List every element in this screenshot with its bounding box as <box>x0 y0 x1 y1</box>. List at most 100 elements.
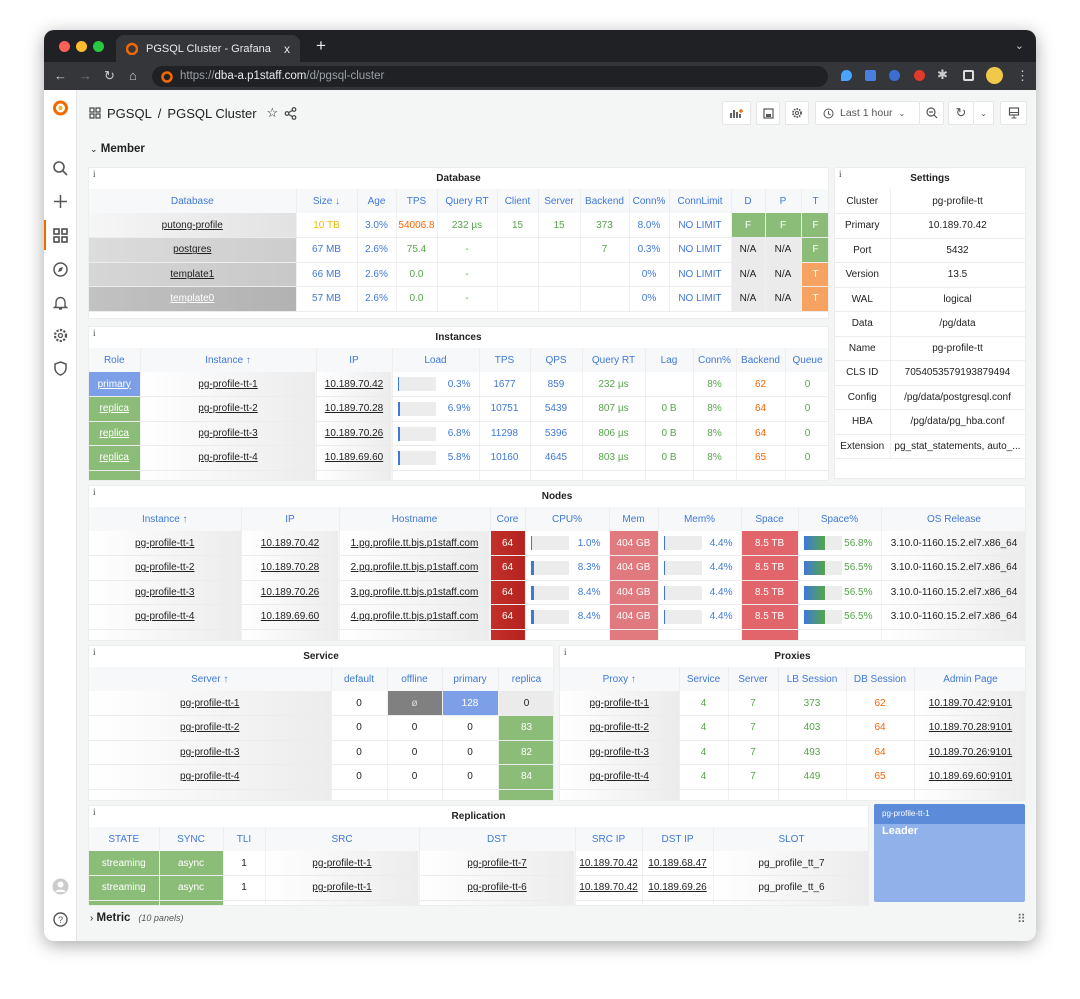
column-header[interactable]: offline <box>387 667 443 691</box>
column-header[interactable]: Age <box>357 189 397 213</box>
alerting-bell-icon[interactable] <box>52 294 69 311</box>
column-header[interactable]: TLI <box>223 827 266 851</box>
table-cell[interactable]: 2.pg.profile.tt.bjs.p1staff.com <box>339 555 491 581</box>
table-cell[interactable]: template1 <box>89 262 297 287</box>
user-avatar-icon[interactable] <box>52 878 69 895</box>
explore-compass-icon[interactable] <box>52 261 69 278</box>
cell-link[interactable]: pg-profile-tt-3 <box>198 427 258 439</box>
reload-icon[interactable]: ↻ <box>104 68 115 83</box>
table-cell[interactable]: pg-profile-tt-4 <box>89 764 332 790</box>
column-header[interactable]: primary <box>442 667 499 691</box>
cell-link[interactable]: pg-profile-tt-1 <box>312 857 372 869</box>
column-header[interactable]: DST IP <box>642 827 714 851</box>
column-header[interactable]: Space <box>741 507 799 531</box>
cell-link[interactable]: 4.pg.profile.tt.bjs.p1staff.com <box>350 611 479 623</box>
table-cell[interactable]: 10.189.70.26 <box>316 421 393 446</box>
table-cell[interactable]: replica <box>89 396 141 422</box>
cell-link[interactable]: putong-profile <box>161 219 223 231</box>
translate-extension-icon[interactable] <box>865 70 876 81</box>
column-header[interactable]: Server ↑ <box>89 667 332 691</box>
column-header[interactable]: DST <box>419 827 576 851</box>
column-header[interactable]: LB Session <box>778 667 847 691</box>
time-range-picker[interactable]: Last 1 hour ⌄ <box>815 101 920 125</box>
column-header[interactable]: Queue <box>785 348 828 372</box>
table-cell[interactable]: 10.189.69.26 <box>642 875 714 901</box>
column-header[interactable]: default <box>331 667 388 691</box>
column-header[interactable]: STATE <box>89 827 160 851</box>
cell-link[interactable]: pg-profile-tt-3 <box>589 746 649 758</box>
cell-link[interactable]: pg-profile-tt-1 <box>198 378 258 390</box>
column-header[interactable]: Core <box>490 507 526 531</box>
column-header[interactable]: Backend <box>736 348 786 372</box>
profile-avatar[interactable] <box>986 67 1003 84</box>
table-cell[interactable]: pg-profile-tt-2 <box>140 396 317 422</box>
cell-link[interactable]: 10.189.70.28 <box>324 403 384 415</box>
table-cell[interactable]: 10.189.70.42:9101 <box>914 691 1025 716</box>
table-cell[interactable]: 10.189.69.60 <box>241 604 340 630</box>
table-cell[interactable]: pg-profile-tt-1 <box>265 851 420 876</box>
column-header[interactable]: QPS <box>530 348 583 372</box>
column-header[interactable]: CPU% <box>525 507 610 531</box>
breadcrumb-folder[interactable]: PGSQL <box>107 105 152 121</box>
cell-link[interactable]: pg-profile-tt-2 <box>589 722 649 734</box>
table-cell[interactable]: 10.189.70.28 <box>316 396 393 422</box>
column-header[interactable]: Size ↓ <box>296 189 358 213</box>
cell-link[interactable]: pg-profile-tt-4 <box>135 611 195 623</box>
browser-menu-icon[interactable]: ⋮ <box>1016 68 1029 83</box>
tab-list-chevron-icon[interactable]: ⌄ <box>1014 40 1024 52</box>
table-cell[interactable]: pg-profile-tt-3 <box>560 740 680 765</box>
column-header[interactable]: Service <box>679 667 729 691</box>
browser-tab[interactable]: PGSQL Cluster - Grafana x <box>116 35 300 62</box>
forward-icon[interactable]: → <box>79 68 92 83</box>
table-cell[interactable]: template0 <box>89 286 297 312</box>
tv-mode-button[interactable] <box>1000 101 1027 125</box>
cell-link[interactable]: pg-profile-tt-3 <box>180 746 240 758</box>
column-header[interactable]: Hostname <box>339 507 491 531</box>
column-header[interactable]: Space% <box>798 507 882 531</box>
info-icon[interactable]: i <box>93 328 96 338</box>
column-header[interactable]: replica <box>498 667 553 691</box>
column-header[interactable]: Lag <box>645 348 694 372</box>
row-metric[interactable]: › Metric (10 panels) <box>90 912 183 924</box>
column-header[interactable]: OS Release <box>881 507 1025 531</box>
red-extension-icon[interactable] <box>914 70 925 81</box>
column-header[interactable]: Backend <box>580 189 630 213</box>
cell-link[interactable]: 10.189.70.26 <box>324 427 384 439</box>
globe-extension-icon[interactable] <box>889 70 900 81</box>
side-panel-icon[interactable] <box>963 70 974 81</box>
column-header[interactable]: Role <box>89 348 141 372</box>
table-cell[interactable]: 10.189.69.60:9101 <box>914 764 1025 790</box>
server-admin-shield-icon[interactable] <box>52 360 69 377</box>
cell-link[interactable]: template0 <box>170 293 215 305</box>
cell-link[interactable]: pg-profile-tt-2 <box>198 403 258 415</box>
column-header[interactable]: T <box>801 189 828 213</box>
table-cell[interactable]: replica <box>89 421 141 446</box>
cell-link[interactable]: pg-profile-tt-1 <box>135 537 195 549</box>
cell-link[interactable]: replica <box>99 452 129 464</box>
table-cell[interactable]: 10.189.70.26:9101 <box>914 740 1025 765</box>
column-header[interactable]: ConnLimit <box>669 189 732 213</box>
column-header[interactable]: Mem% <box>658 507 742 531</box>
table-cell[interactable]: pg-profile-tt-1 <box>560 691 680 716</box>
column-header[interactable]: D <box>731 189 766 213</box>
leader-stat-panel[interactable]: pg-profile-tt-1 Leader <box>874 804 1025 902</box>
table-cell[interactable]: 10.189.68.47 <box>642 851 714 876</box>
table-cell[interactable]: 10.189.70.42 <box>575 851 643 876</box>
cell-link[interactable]: template1 <box>170 268 215 280</box>
table-cell[interactable]: 10.189.70.28:9101 <box>914 715 1025 741</box>
cell-link[interactable]: 3.pg.profile.tt.bjs.p1staff.com <box>350 586 479 598</box>
column-header[interactable]: SYNC <box>159 827 224 851</box>
cell-link[interactable]: 10.189.70.42 <box>260 537 320 549</box>
cell-link[interactable]: primary <box>97 378 131 390</box>
column-header[interactable]: TPS <box>396 189 438 213</box>
cell-link[interactable]: 10.189.70.42:9101 <box>928 697 1013 709</box>
dashboard-settings-button[interactable] <box>785 101 809 125</box>
table-cell[interactable]: 1.pg.profile.tt.bjs.p1staff.com <box>339 531 491 556</box>
column-header[interactable]: TPS <box>479 348 531 372</box>
column-header[interactable]: Conn% <box>629 189 670 213</box>
info-icon[interactable]: i <box>839 169 842 179</box>
column-header[interactable]: Admin Page <box>914 667 1025 691</box>
cell-link[interactable]: replica <box>99 403 129 415</box>
cell-link[interactable]: postgres <box>173 244 212 256</box>
table-cell[interactable]: pg-profile-tt-4 <box>560 764 680 790</box>
